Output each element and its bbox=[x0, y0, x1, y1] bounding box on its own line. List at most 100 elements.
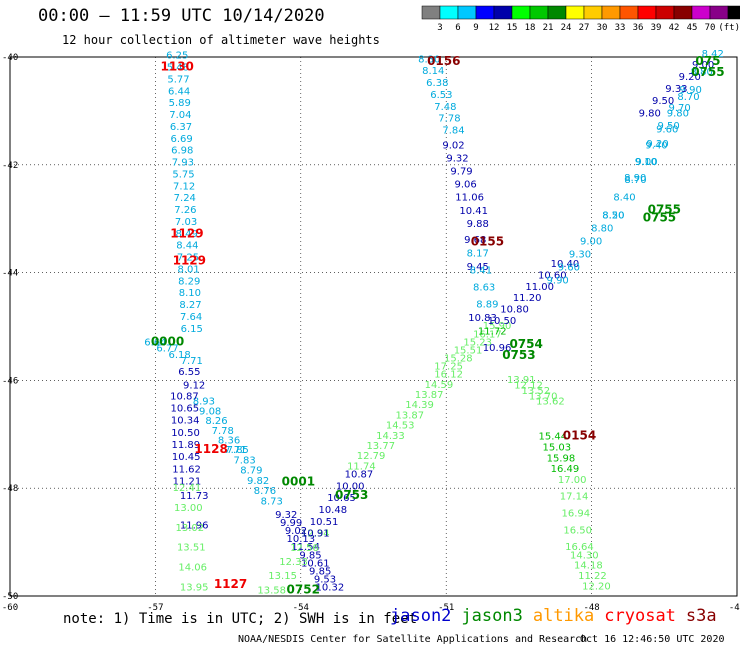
colorbar-tick-label: 33 bbox=[615, 23, 626, 33]
swh-value: 9.90 bbox=[680, 85, 702, 96]
swh-value: 10.41 bbox=[459, 206, 488, 217]
swh-value: 8.20 bbox=[602, 211, 624, 222]
colorbar-swatch bbox=[439, 5, 459, 20]
swh-value: 12.12 bbox=[514, 380, 543, 391]
swh-value: 15.51 bbox=[454, 345, 483, 356]
footer-credit: NOAA/NESDIS Center for Satellite Applica… bbox=[238, 634, 588, 645]
swh-value: 8.42 bbox=[702, 49, 724, 60]
swh-value: 8.44 bbox=[176, 241, 198, 252]
colorbar-tick-label: 15 bbox=[507, 23, 518, 33]
swh-value: 12.20 bbox=[582, 582, 611, 593]
pass-time-label: 0754 bbox=[509, 337, 542, 351]
swh-value: 13.87 bbox=[415, 390, 444, 401]
swh-value: 8.17 bbox=[467, 248, 489, 259]
x-tick-label: -45 bbox=[729, 603, 740, 613]
swh-value: 17.25 bbox=[434, 362, 463, 373]
colorbar-swatch bbox=[727, 5, 740, 20]
swh-value: 12.34 bbox=[301, 529, 330, 540]
swh-value: 13.51 bbox=[177, 543, 206, 554]
swh-value: 9.10 bbox=[635, 157, 657, 168]
swh-value: 12.79 bbox=[357, 451, 386, 462]
swh-value: 9.53 bbox=[314, 575, 336, 586]
swh-value: 9.20 bbox=[679, 72, 701, 83]
colorbar-swatch bbox=[547, 5, 567, 20]
swh-value: 8.14 bbox=[422, 66, 444, 77]
swh-value: 13.00 bbox=[174, 503, 203, 514]
swh-value: 13.15 bbox=[268, 571, 297, 582]
swh-value: 10.87 bbox=[170, 391, 199, 402]
swh-value: 10.83 bbox=[468, 313, 497, 324]
swh-value: 5.89 bbox=[169, 98, 191, 109]
swh-value: 9.45 bbox=[467, 262, 489, 273]
swh-value: 9.08 bbox=[199, 406, 221, 417]
pass-time-label: 0001 bbox=[282, 475, 315, 489]
colorbar-swatch bbox=[493, 5, 513, 20]
colorbar-tick-label: 12 bbox=[489, 23, 500, 33]
swh-value: 15.23 bbox=[463, 337, 492, 348]
swh-value: 7.25 bbox=[177, 253, 199, 264]
colorbar-tick-label: 45 bbox=[687, 23, 698, 33]
pass-time-label: 0753 bbox=[335, 488, 368, 502]
colorbar-tick-label: 24 bbox=[561, 23, 572, 33]
swh-value: 6.69 bbox=[171, 134, 193, 145]
swh-value: 6.44 bbox=[168, 86, 190, 97]
swh-value: 10.40 bbox=[551, 259, 580, 270]
colorbar-swatch bbox=[691, 5, 711, 20]
x-tick-label: -51 bbox=[438, 603, 454, 613]
swh-value: 10.13 bbox=[286, 534, 315, 545]
swh-value: 15.44 bbox=[539, 432, 568, 443]
swh-value: 10.50 bbox=[171, 428, 200, 439]
swh-value: 11.73 bbox=[180, 491, 209, 502]
swh-value: 9.79 bbox=[450, 167, 472, 178]
swh-value: 14.06 bbox=[178, 563, 207, 574]
swh-value: 6.53 bbox=[430, 90, 452, 101]
swh-value: 7.71 bbox=[224, 445, 246, 456]
pass-time-label: 1129 bbox=[173, 254, 206, 268]
colorbar-swatch bbox=[565, 5, 585, 20]
swh-value: 11.22 bbox=[578, 571, 607, 582]
swh-value: 14.33 bbox=[376, 431, 405, 442]
colorbar-tick-label: 18 bbox=[525, 23, 536, 33]
colorbar-swatch bbox=[619, 5, 639, 20]
swh-value: 13.77 bbox=[366, 441, 395, 452]
swh-value: 9.32 bbox=[446, 154, 468, 165]
swh-value: 15.03 bbox=[543, 442, 572, 453]
swh-value: 5.77 bbox=[167, 74, 189, 85]
swh-value: 9.00 bbox=[692, 60, 714, 71]
pass-time-label: 0755 bbox=[643, 210, 676, 224]
swh-value: 10.60 bbox=[538, 271, 567, 282]
pass-time-label: 0755 bbox=[648, 202, 681, 216]
swh-value: 16.64 bbox=[565, 542, 594, 553]
colorbar-tick-label: 42 bbox=[669, 23, 680, 33]
swh-value: 10.45 bbox=[172, 452, 201, 463]
swh-value: 13.87 bbox=[396, 410, 425, 421]
colorbar-tick-label: 21 bbox=[543, 23, 554, 33]
colorbar-swatch bbox=[529, 5, 549, 20]
y-tick-label: -48 bbox=[2, 484, 18, 494]
swh-value: 10.00 bbox=[336, 481, 365, 492]
swh-value: 14.53 bbox=[386, 421, 415, 432]
colorbar-tick-label: 3 bbox=[437, 23, 442, 33]
legend-s3a: s3a bbox=[685, 606, 717, 626]
pass-time-label: 0154 bbox=[563, 429, 596, 443]
swh-value: 13.02 bbox=[175, 523, 204, 534]
colorbar-swatch bbox=[637, 5, 657, 20]
swh-value: 11.74 bbox=[347, 461, 376, 472]
colorbar-tick-label: 30 bbox=[597, 23, 608, 33]
swh-value: 9.50 bbox=[657, 121, 679, 132]
swh-value: 10.91 bbox=[301, 529, 330, 540]
swh-value: 6.55 bbox=[178, 367, 200, 378]
swh-value: 15.98 bbox=[547, 453, 576, 464]
swh-value: 6.25 bbox=[166, 51, 188, 62]
swh-value: 14.18 bbox=[574, 561, 603, 572]
legend-cryosat: cryosat bbox=[604, 606, 676, 626]
swh-value: 12.41 bbox=[173, 483, 202, 494]
swh-value: 10.50 bbox=[488, 316, 517, 327]
swh-value: 8.01 bbox=[177, 264, 199, 275]
colorbar-swatch bbox=[673, 5, 693, 20]
x-tick-label: -60 bbox=[2, 603, 18, 613]
swh-value: 9.00 bbox=[580, 237, 602, 248]
pass-time-label: 0000 bbox=[151, 334, 184, 348]
units-note: note: 1) Time is in UTC; 2) SWH is in fe… bbox=[63, 611, 418, 627]
